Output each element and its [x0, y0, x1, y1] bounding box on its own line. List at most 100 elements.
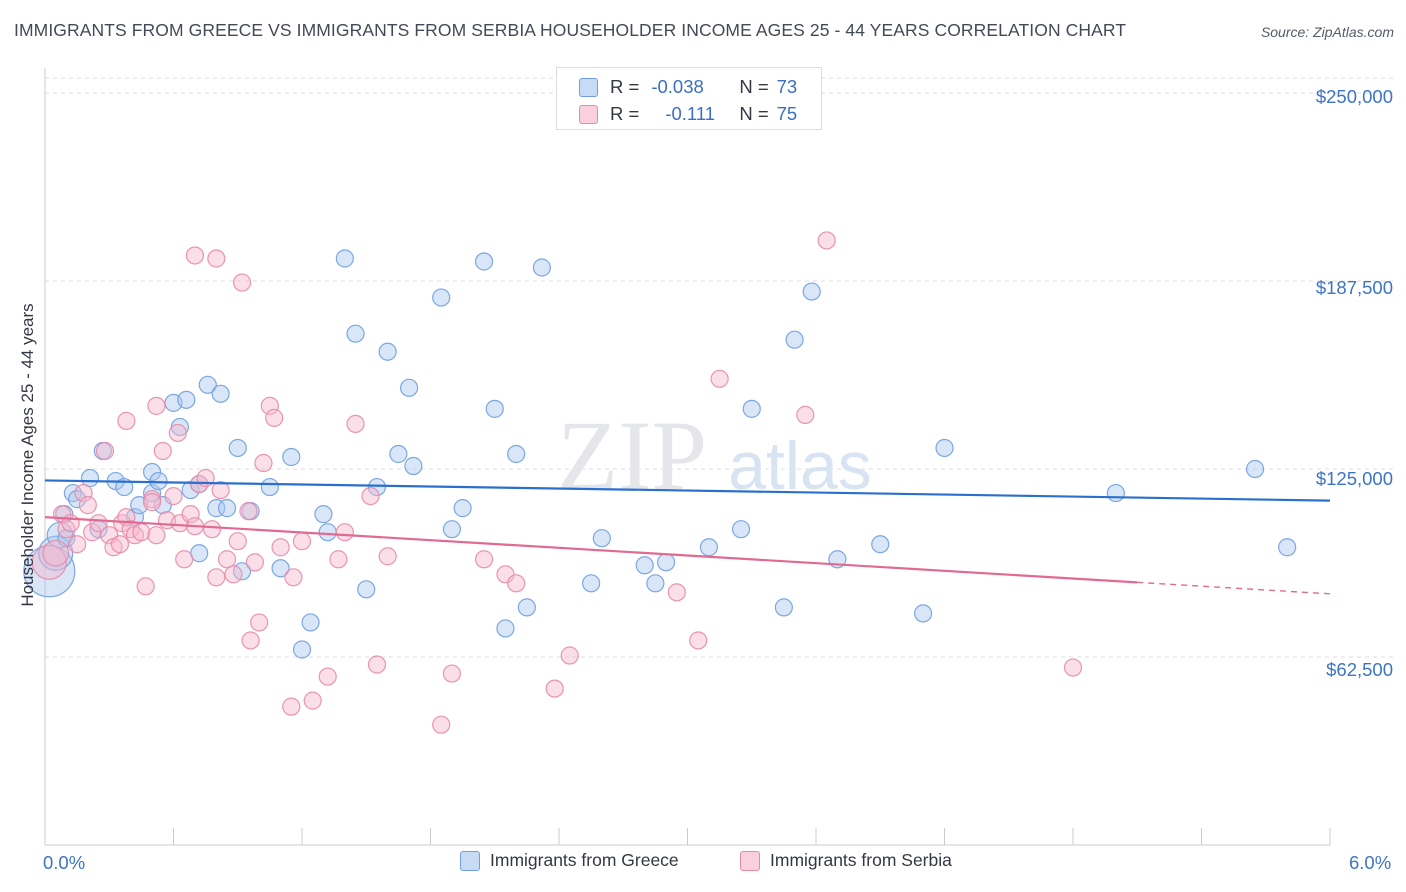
greece-point: [207, 499, 226, 518]
serbia-point: [147, 526, 166, 545]
serbia-point: [217, 550, 237, 569]
serbia-point: [282, 697, 301, 716]
greece-point: [582, 574, 601, 593]
serbia-point: [239, 502, 258, 521]
greece-point: [802, 282, 821, 301]
greece-point: [1106, 483, 1125, 503]
greece-point: [271, 559, 290, 578]
serbia-point: [175, 550, 194, 569]
greece-point: [282, 447, 301, 467]
legend-swatch-serbia: [740, 850, 760, 871]
greece-point: [260, 477, 279, 497]
legend-item-greece[interactable]: Immigrants from Greece: [460, 850, 679, 871]
greece-point: [774, 598, 793, 617]
serbia-point: [689, 631, 708, 650]
greece-point: [656, 553, 676, 572]
serbia-point: [207, 249, 226, 268]
legend-label-serbia: Immigrants from Serbia: [770, 850, 952, 870]
greece-point: [785, 330, 804, 349]
axes: [44, 68, 1331, 846]
serbia-point: [241, 631, 260, 650]
greece-point: [378, 342, 397, 361]
greece-point: [507, 444, 526, 464]
r-label: R =: [610, 76, 640, 97]
greece-point: [314, 505, 333, 524]
serbia-point: [42, 539, 70, 567]
greece-point: [532, 258, 551, 277]
serbia-point: [142, 493, 162, 512]
serbia-point: [78, 496, 97, 515]
greece-point: [646, 574, 665, 593]
trend-lines: [44, 479, 1331, 595]
serbia-point: [254, 453, 273, 473]
stats-row-greece: R = -0.038 N = 73: [579, 74, 797, 100]
r-label: R =: [610, 103, 640, 124]
serbia-point: [117, 411, 136, 430]
greece-point: [592, 529, 611, 548]
serbia-point: [61, 514, 80, 533]
greece-point: [474, 252, 494, 271]
serbia-point: [560, 646, 579, 665]
serbia-point: [361, 486, 380, 506]
serbia-point: [335, 523, 354, 542]
serbia-point: [164, 486, 183, 506]
greece-point: [399, 378, 419, 397]
greece-point: [211, 384, 230, 403]
greece-point: [177, 390, 196, 409]
greece-point: [432, 288, 451, 307]
serbia-point: [292, 532, 312, 551]
serbia-point: [265, 408, 284, 427]
serbia-point: [667, 583, 686, 602]
y-tick-label: $187,500: [1315, 277, 1393, 298]
serbia-point: [796, 405, 815, 424]
greece-point: [699, 538, 719, 557]
serbia-point: [95, 441, 115, 461]
greece-point: [935, 438, 954, 458]
y-tick-label: $62,500: [1326, 659, 1393, 680]
greece-point: [335, 249, 354, 268]
serbia-point: [329, 550, 348, 569]
greece-point: [357, 580, 376, 599]
greece-point: [742, 399, 761, 418]
legend-label-greece: Immigrants from Greece: [490, 850, 679, 870]
greece-point: [346, 324, 365, 343]
greece-point: [442, 520, 462, 539]
serbia-point: [74, 483, 93, 503]
trend-line-greece: [44, 479, 1331, 502]
greece-point: [1245, 459, 1265, 479]
stats-row-serbia: R = -0.111 N = 75: [579, 101, 797, 127]
watermark-zip: ZIP: [557, 400, 707, 511]
x-tick-label-max: 6.0%: [1349, 852, 1392, 873]
greece-point: [228, 438, 247, 458]
serbia-point: [228, 532, 247, 551]
trend-line-serbia: [44, 516, 1138, 584]
serbia-point: [202, 520, 222, 539]
serbia-point: [474, 550, 494, 569]
greece-swatch: [579, 77, 598, 97]
serbia-point: [211, 480, 230, 500]
legend: Immigrants from Greece Immigrants from S…: [0, 850, 1406, 880]
serbia-point: [271, 538, 290, 557]
serbia-point: [232, 273, 252, 292]
serbia-point: [378, 547, 397, 566]
serbia-point: [710, 369, 729, 388]
serbia-point: [153, 441, 172, 461]
serbia-point: [1063, 658, 1083, 677]
greece-point: [292, 640, 312, 659]
chart-title: IMMIGRANTS FROM GREECE VS IMMIGRANTS FRO…: [14, 20, 1127, 40]
serbia-point: [507, 574, 526, 593]
greece-point: [404, 456, 423, 476]
trend-line-serbia-extrapolated: [1137, 581, 1331, 595]
greece-point: [453, 499, 472, 518]
serbia-point: [181, 505, 200, 524]
watermark: ZIP atlas: [557, 400, 872, 511]
greece-point: [217, 499, 237, 518]
y-axis-label: Householder Income Ages 25 - 44 years: [18, 303, 37, 607]
greece-point: [142, 462, 162, 482]
serbia-r-value: -0.111: [665, 103, 716, 124]
greece-point: [301, 613, 320, 632]
legend-item-serbia[interactable]: Immigrants from Serbia: [740, 850, 952, 871]
greece-point: [731, 520, 751, 539]
greece-point: [871, 535, 890, 554]
